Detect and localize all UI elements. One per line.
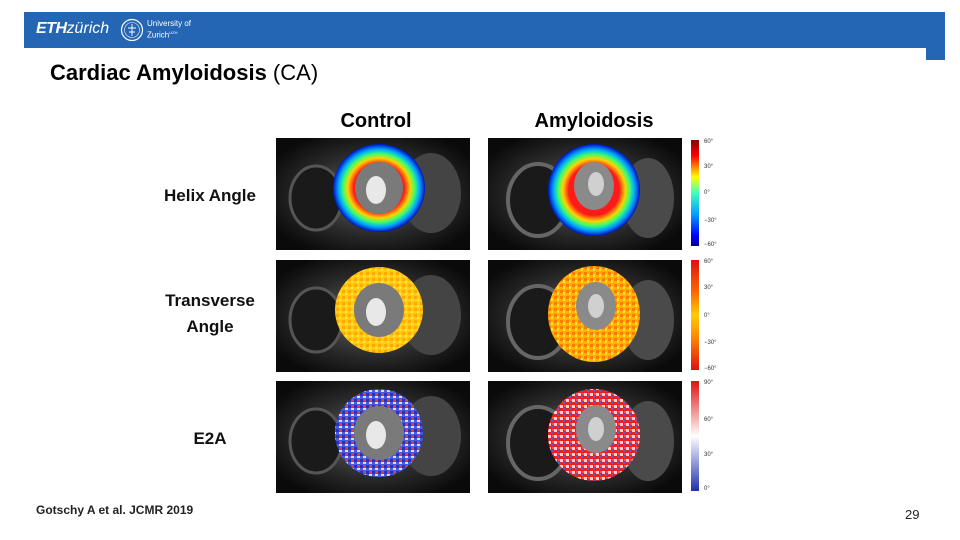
transverse-tick-60: 60° bbox=[704, 259, 714, 265]
eth-logo-italic: zürich bbox=[66, 20, 110, 37]
column-header-control: Control bbox=[340, 110, 412, 132]
row-label-helix-line1: Helix Angle bbox=[164, 186, 256, 205]
row-label-transverse-line2: Angle bbox=[186, 317, 234, 336]
uzh-line2: Zurich bbox=[147, 30, 170, 40]
helix-amyloidosis-image bbox=[488, 138, 682, 250]
row-label-e2a-line1: E2A bbox=[193, 429, 227, 448]
transverse-tick-neg60: −60° bbox=[704, 366, 717, 372]
helix-tick-0: 0° bbox=[704, 190, 710, 196]
row-label-transverse-line1: Transverse bbox=[165, 291, 255, 310]
slide-title-bold: Cardiac Amyloidosis bbox=[50, 60, 267, 85]
header-bar-tab bbox=[926, 48, 945, 60]
helix-tick-neg30: −30° bbox=[704, 218, 717, 224]
transverse-control-image bbox=[276, 260, 470, 372]
helix-control-image bbox=[276, 138, 470, 250]
citation: Gotschy A et al. JCMR 2019 bbox=[36, 503, 194, 517]
e2a-tick-30: 30° bbox=[704, 452, 714, 458]
e2a-tick-0: 0° bbox=[704, 486, 710, 492]
e2a-colorbar bbox=[691, 381, 699, 491]
uzh-seal-icon bbox=[120, 18, 144, 42]
eth-logo-bold: ETH bbox=[36, 20, 67, 37]
uzh-logo-text: University of ZurichUZH bbox=[147, 19, 217, 40]
helix-tick-60: 60° bbox=[704, 139, 714, 145]
page-number: 29 bbox=[905, 507, 920, 522]
row-label-transverse-angle: Transverse Angle bbox=[130, 288, 290, 340]
column-header-amyloidosis: Amyloidosis bbox=[534, 110, 654, 132]
header-bar bbox=[24, 12, 945, 48]
helix-colorbar bbox=[691, 140, 699, 246]
e2a-tick-90: 90° bbox=[704, 380, 714, 386]
slide-title: Cardiac Amyloidosis (CA) bbox=[50, 60, 318, 86]
helix-tick-neg60: −60° bbox=[704, 242, 717, 248]
uzh-line1: University of bbox=[147, 19, 192, 28]
slide-title-rest: (CA) bbox=[266, 60, 319, 85]
row-label-helix-angle: Helix Angle bbox=[130, 183, 290, 209]
transverse-amyloidosis-image bbox=[488, 260, 682, 372]
e2a-control-image bbox=[276, 381, 470, 493]
e2a-tick-60: 60° bbox=[704, 417, 714, 423]
uzh-superscript: UZH bbox=[169, 30, 178, 35]
transverse-colorbar bbox=[691, 260, 699, 370]
transverse-tick-30: 30° bbox=[704, 285, 714, 291]
transverse-tick-0: 0° bbox=[704, 313, 710, 319]
helix-tick-30: 30° bbox=[704, 164, 714, 170]
eth-zurich-logo: ETHzürich bbox=[36, 19, 109, 39]
transverse-tick-neg30: −30° bbox=[704, 340, 717, 346]
e2a-amyloidosis-image bbox=[488, 381, 682, 493]
row-label-e2a: E2A bbox=[130, 426, 290, 452]
